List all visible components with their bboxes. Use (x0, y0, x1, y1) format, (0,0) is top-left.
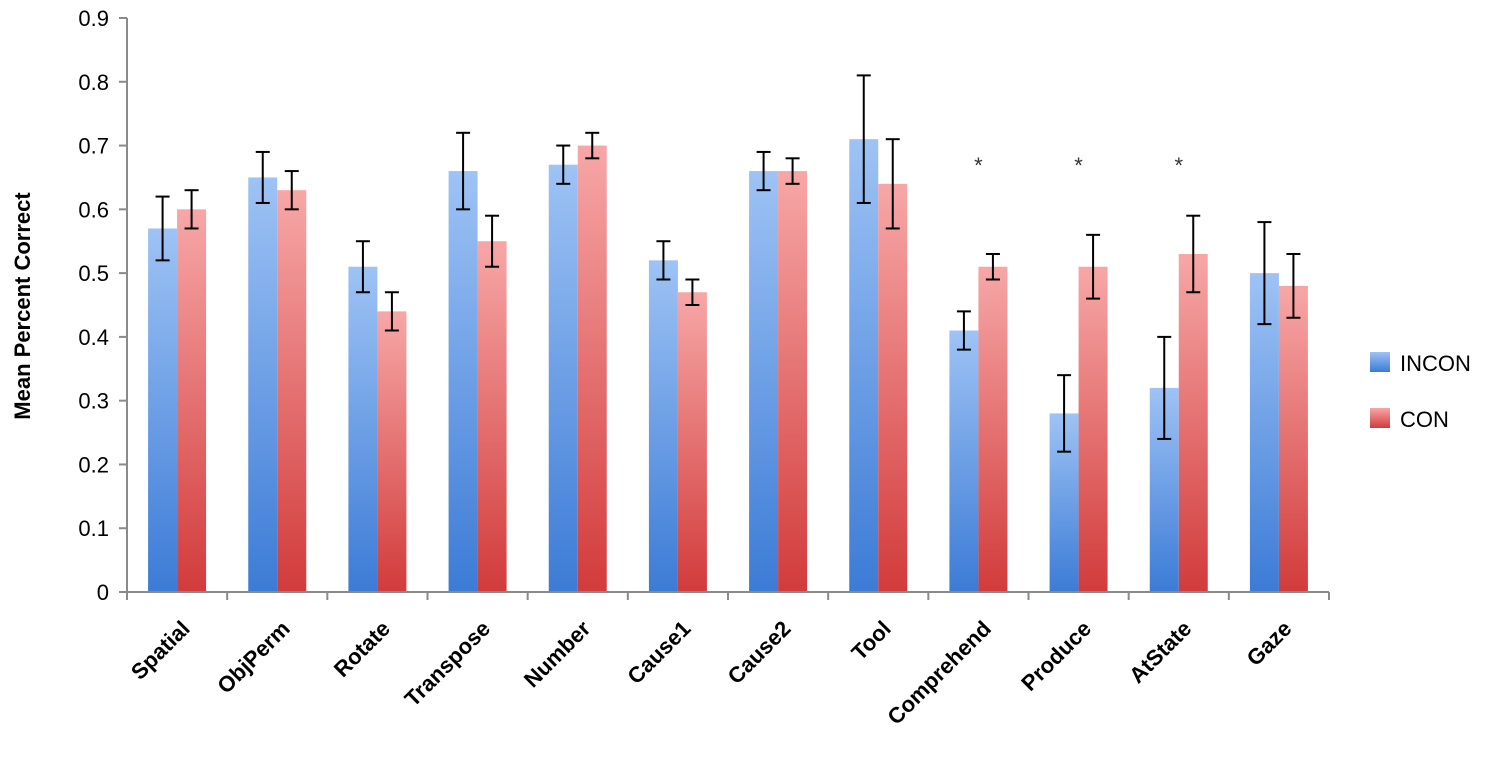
y-tick-label: 0.4 (78, 325, 109, 350)
bar-incon-transpose (448, 171, 478, 593)
error-bar-con-rotate (384, 291, 399, 332)
bar-incon-rotate (348, 266, 378, 592)
bar-con-rotate (377, 311, 407, 592)
error-bar-con-produce (1086, 233, 1101, 300)
error-bar-incon-rotate (355, 240, 370, 294)
error-bar-incon-produce (1057, 374, 1072, 453)
error-bar-incon-tool (856, 74, 871, 204)
error-bar-incon-comprehend (956, 310, 971, 351)
error-bar-con-objperm (284, 170, 299, 211)
error-bar-incon-cause1 (656, 240, 671, 281)
category-label-cause2: Cause2 (723, 616, 796, 689)
error-bar-con-transpose (485, 214, 500, 268)
error-bar-con-gaze (1286, 252, 1301, 319)
category-label-produce: Produce (1016, 616, 1096, 696)
y-tick-label: 0.2 (78, 452, 109, 477)
bar-incon-cause2 (749, 171, 779, 593)
error-bar-incon-transpose (456, 131, 471, 211)
category-label-objperm: ObjPerm (212, 616, 295, 699)
bar-con-objperm (277, 190, 307, 592)
error-bar-con-tool (885, 138, 900, 230)
bar-con-gaze (1278, 285, 1308, 592)
bar-con-transpose (477, 241, 507, 592)
y-tick-label: 0.8 (78, 70, 109, 95)
bar-con-atstate (1178, 253, 1208, 592)
significance-marker-produce: * (1074, 153, 1083, 178)
bar-con-produce (1078, 266, 1108, 592)
error-bar-incon-spatial (155, 195, 170, 262)
bar-incon-tool (849, 139, 879, 592)
error-bar-con-comprehend (985, 252, 1000, 281)
bar-incon-objperm (248, 177, 278, 592)
error-bar-incon-atstate (1157, 335, 1172, 440)
error-bar-incon-gaze (1257, 221, 1272, 326)
category-label-rotate: Rotate (329, 616, 395, 682)
category-label-tool: Tool (846, 616, 895, 665)
error-bar-con-atstate (1186, 214, 1201, 294)
category-label-cause1: Cause1 (622, 616, 695, 689)
bar-incon-number (548, 164, 578, 592)
bar-con-spatial (177, 209, 207, 593)
category-label-gaze: Gaze (1242, 616, 1297, 671)
bar-con-number (577, 145, 607, 593)
y-tick-label: 0.1 (78, 516, 109, 541)
y-tick-label: 0.6 (78, 197, 109, 222)
bar-con-cause2 (778, 171, 808, 593)
legend-label-con: CON (1400, 407, 1449, 432)
error-bar-con-spatial (184, 189, 199, 230)
y-tick-label: 0.9 (78, 6, 109, 31)
error-bar-incon-cause2 (756, 150, 771, 192)
category-label-spatial: Spatial (126, 616, 195, 685)
category-label-transpose: Transpose (400, 616, 495, 711)
y-tick-label: 0.7 (78, 134, 109, 159)
bar-con-comprehend (978, 266, 1008, 592)
legend-label-incon: INCON (1400, 351, 1471, 376)
significance-marker-comprehend: * (974, 153, 983, 178)
bar-con-cause1 (677, 292, 707, 592)
error-bar-incon-objperm (255, 150, 270, 204)
legend-swatch-incon (1370, 352, 1390, 372)
bar-incon-gaze (1249, 273, 1279, 592)
error-bar-incon-number (556, 144, 571, 185)
error-bar-con-cause1 (685, 278, 700, 306)
category-label-number: Number (519, 616, 596, 693)
y-axis-title: Mean Percent Correct (10, 192, 35, 420)
category-label-comprehend: Comprehend (882, 616, 996, 730)
bar-con-tool (878, 183, 908, 593)
bar-incon-comprehend (949, 330, 979, 592)
bar-incon-spatial (148, 228, 178, 592)
error-bar-con-cause2 (785, 157, 800, 185)
y-tick-label: 0 (97, 580, 109, 605)
error-bar-con-number (585, 131, 600, 160)
legend-swatch-con (1370, 408, 1390, 428)
legend: INCON CON (1370, 351, 1471, 432)
y-tick-label: 0.3 (78, 389, 109, 414)
bar-incon-cause1 (648, 260, 678, 592)
y-tick-label: 0.5 (78, 261, 109, 286)
category-label-atstate: AtState (1124, 616, 1196, 688)
significance-marker-atstate: * (1174, 153, 1183, 178)
